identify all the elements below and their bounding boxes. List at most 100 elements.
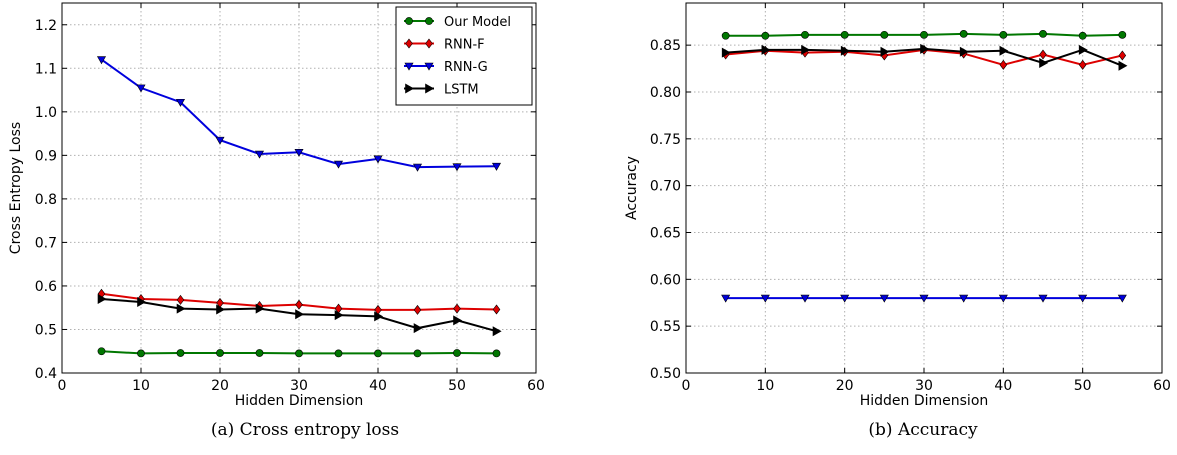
x-tick-label: 40 — [369, 378, 387, 394]
data-point — [254, 150, 265, 159]
y-tick-label: 0.5 — [35, 322, 57, 338]
data-point — [412, 163, 423, 172]
x-tick-label: 20 — [211, 378, 229, 394]
data-point — [880, 46, 890, 57]
data-point — [840, 45, 850, 56]
y-axis-title: Accuracy — [624, 156, 640, 220]
data-point — [721, 47, 731, 58]
figure: 0 10 20 30 40 50 60 0.4 0.5 0.6 0.7 0.8 0.9 1.0 1.1 1.2… — [8, 2, 1171, 409]
data-point — [215, 136, 225, 145]
y-tick-label: 0.7 — [35, 235, 57, 251]
data-point — [97, 293, 107, 305]
caption-a: (a) Cross entropy loss — [210, 420, 400, 440]
data-point — [137, 297, 147, 308]
data-point — [801, 30, 809, 39]
data-point — [334, 310, 344, 321]
x-tick-label: 50 — [1074, 378, 1092, 394]
legend-label: LSTM — [444, 83, 479, 98]
data-point — [334, 349, 343, 358]
legend-marker — [424, 62, 434, 71]
data-point — [492, 326, 502, 337]
y-tick-label: 1.1 — [35, 61, 57, 77]
data-point — [959, 46, 969, 57]
data-point — [920, 43, 930, 54]
data-point — [920, 30, 928, 39]
y-tick-label: 0.60 — [650, 272, 681, 288]
legend-marker — [425, 38, 433, 49]
data-point — [801, 44, 811, 55]
data-point — [919, 294, 929, 303]
y-tick-label: 0.6 — [35, 279, 57, 295]
data-point — [374, 349, 382, 358]
caption-b: (b) Accuracy — [868, 420, 978, 440]
x-tick-label: 50 — [448, 378, 466, 394]
data-point — [999, 30, 1008, 39]
data-point — [453, 349, 461, 357]
data-point — [1039, 57, 1049, 68]
data-point — [1039, 30, 1047, 38]
data-point — [255, 303, 265, 314]
x-axis-title: Hidden Dimension — [235, 393, 364, 409]
x-tick-label: 10 — [756, 378, 774, 394]
data-point — [1078, 31, 1087, 40]
data-point — [294, 149, 304, 157]
legend-marker — [405, 38, 413, 49]
legend-item-rnn-f: RNN-F — [404, 38, 485, 53]
data-point — [492, 349, 501, 358]
data-point — [176, 294, 185, 305]
data-point — [761, 44, 771, 55]
y-tick-label: 0.65 — [650, 225, 681, 241]
legend-item-lstm: LSTM — [404, 83, 479, 98]
y-tick-label: 0.4 — [35, 366, 57, 382]
legend-marker — [405, 17, 413, 25]
y-tick-label: 0.75 — [650, 132, 681, 148]
data-point — [491, 162, 502, 171]
data-point — [137, 349, 145, 358]
legend-item-our-model: Our Model — [404, 15, 511, 30]
x-tick-label: 40 — [994, 378, 1012, 394]
y-tick-label: 0.70 — [650, 179, 681, 195]
data-point — [761, 31, 770, 40]
data-point — [413, 323, 423, 334]
data-point — [452, 163, 462, 172]
data-point — [1038, 294, 1048, 303]
x-tick-label: 20 — [836, 378, 854, 394]
data-point — [959, 30, 968, 38]
data-point — [96, 56, 107, 65]
data-point — [176, 303, 186, 314]
data-point — [959, 294, 969, 303]
data-point — [97, 347, 106, 356]
chart-b: 0 10 20 30 40 50 60 0.50 0.55 0.60 0.65 0.70 0.75 0.8… — [624, 2, 1171, 409]
data-point — [295, 349, 303, 358]
data-point — [999, 59, 1008, 70]
legend-label: RNN-F — [444, 38, 485, 53]
y-tick-label: 0.8 — [35, 192, 57, 208]
data-point — [413, 349, 422, 358]
data-point — [295, 299, 303, 310]
x-tick-label: 10 — [132, 378, 150, 394]
data-point — [453, 315, 463, 326]
plot-frame — [685, 2, 1163, 374]
data-point — [492, 304, 501, 315]
data-point — [880, 30, 889, 39]
data-point — [840, 294, 850, 303]
data-point — [760, 294, 770, 303]
series-lstm — [721, 43, 1128, 71]
data-point — [413, 304, 422, 315]
data-point — [216, 304, 226, 315]
x-tick-label: 0 — [58, 378, 67, 394]
data-point — [1039, 49, 1047, 60]
data-point — [373, 155, 383, 164]
data-point — [1118, 60, 1128, 71]
data-point — [1078, 59, 1087, 70]
y-tick-label: 1.2 — [35, 18, 57, 34]
x-tick-label: 30 — [290, 378, 308, 394]
legend: Our Model RNN-F RNN-G LSTM — [395, 6, 533, 106]
y-tick-label: 0.50 — [650, 366, 681, 382]
data-point — [175, 98, 186, 107]
data-point — [800, 294, 810, 303]
legend-item-rnn-g: RNN-G — [404, 60, 488, 75]
data-point — [136, 84, 146, 93]
data-point — [721, 31, 730, 40]
series-our-model — [97, 347, 501, 358]
